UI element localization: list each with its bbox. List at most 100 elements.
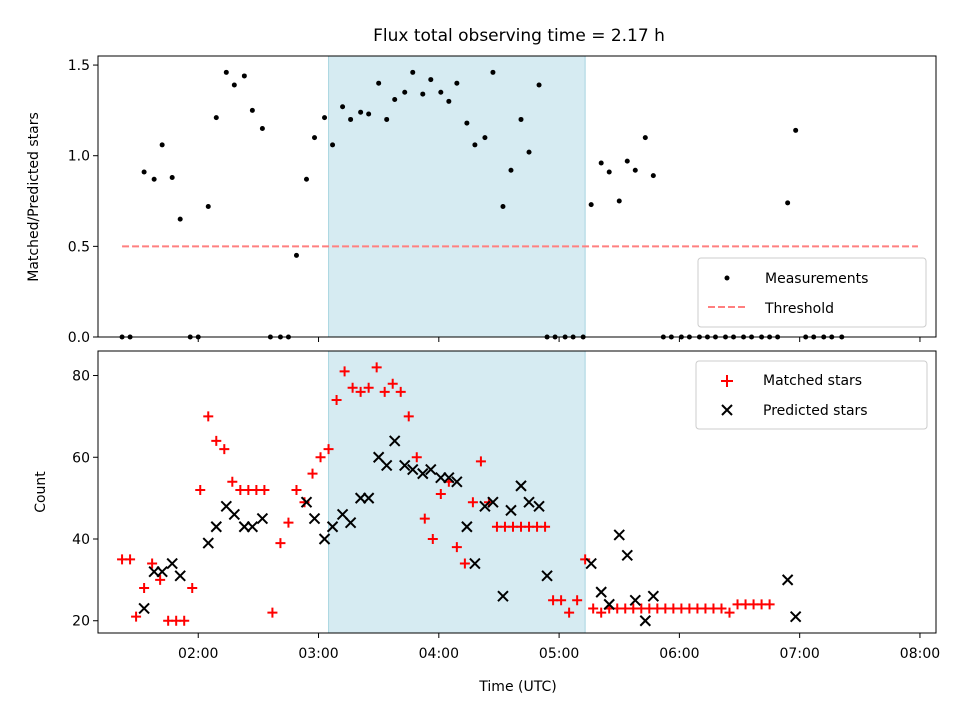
measurements-point: [472, 142, 478, 148]
matched-stars-point: [419, 513, 430, 524]
measurements-point: [446, 98, 452, 104]
measurements-point: [159, 142, 165, 148]
measurements-point: [438, 89, 444, 95]
measurements-point: [428, 77, 434, 83]
matched-stars-point: [307, 468, 318, 479]
predicted-stars-point: [326, 521, 339, 533]
measurements-point: [482, 135, 488, 141]
predicted-stars-point: [451, 476, 463, 488]
measurements-legend-label: Measurements: [765, 271, 868, 287]
matched-stars-point: [540, 521, 551, 532]
predicted-stars-point: [210, 521, 222, 533]
predicted-stars-point: [629, 594, 641, 607]
matched-stars-point: [363, 382, 374, 393]
matched-stars-point: [459, 558, 470, 569]
matched-stars-point: [411, 452, 422, 463]
matched-stars-point: [139, 583, 150, 594]
matched-stars-point: [347, 382, 358, 393]
matched-stars-point: [556, 595, 567, 606]
matched-stars-point: [451, 542, 462, 553]
measurements-point: [259, 126, 265, 132]
y-tick-label: 20: [72, 614, 90, 630]
matched-stars-point: [596, 607, 607, 618]
measurements-point: [616, 198, 622, 204]
threshold-legend-label: Threshold: [764, 301, 834, 317]
measurements-point: [249, 107, 255, 113]
measurements-point: [358, 109, 364, 115]
predicted-stars-point: [256, 512, 269, 525]
predicted-stars-point: [246, 521, 259, 533]
x-tick-label: 03:00: [298, 646, 338, 662]
ratio-y-axis-label: Matched/Predicted stars: [26, 112, 42, 282]
matched-stars-point: [403, 411, 414, 422]
measurements-point: [420, 91, 426, 97]
predicted-stars-point: [487, 496, 499, 508]
ratio-panel: 0.0 0.5 1.0 1.5 Matched/Predicted stars Mea…: [26, 55, 937, 346]
predicted-stars-point: [300, 496, 313, 508]
observing-window-shade: [328, 350, 586, 634]
measurements-point: [303, 176, 309, 182]
matched-stars-point: [331, 395, 342, 406]
predicted-stars-point: [202, 537, 214, 549]
matched-stars-point: [155, 574, 166, 585]
x-tick-label: 06:00: [659, 646, 699, 662]
matched-stars-point: [716, 603, 727, 614]
predicted-stars-point: [585, 557, 597, 570]
measurements-point: [518, 116, 524, 122]
measurements-point: [322, 115, 328, 121]
measurements-point: [330, 142, 336, 148]
y-tick-label: 1.0: [68, 149, 90, 165]
measurements-point: [231, 82, 237, 88]
measurements-point: [785, 200, 791, 206]
count-panel: 20 40 60 80 02:00 03:00 04:00 05:00 06:00 07:00 0…: [33, 350, 940, 695]
predicted-stars-point: [497, 590, 509, 602]
matched-stars-point: [323, 444, 334, 455]
matched-stars-point: [371, 362, 382, 373]
matched-stars-point: [315, 452, 326, 463]
measurements-point: [402, 89, 408, 95]
count-legend: Matched stars Predicted stars: [695, 360, 928, 430]
matched-stars-point: [764, 599, 775, 610]
matched-stars-point: [187, 583, 198, 594]
predicted-stars-point: [461, 521, 473, 533]
predicted-stars-point: [425, 463, 437, 476]
matched-stars-point: [475, 456, 486, 467]
predicted-stars-point: [318, 533, 331, 545]
matched-stars-point: [564, 607, 575, 618]
y-tick-label: 60: [72, 450, 90, 466]
observing-window-shade: [328, 55, 586, 338]
predicted-stars-point: [479, 500, 491, 513]
chart-title: Flux total observing time = 2.17 h: [373, 26, 665, 46]
matched-stars-point: [435, 489, 446, 500]
matched-stars-point: [211, 435, 222, 446]
predicted-stars-point: [613, 529, 625, 541]
predicted-stars-point: [533, 500, 545, 513]
measurements-legend-marker: [724, 275, 730, 281]
predicted-stars-point: [603, 598, 615, 611]
predicted-stars-point: [639, 615, 652, 627]
matched-stars-point: [379, 386, 390, 397]
predicted-stars-point: [407, 463, 419, 476]
predicted-stars-point: [595, 586, 607, 598]
measurements-point: [340, 104, 346, 110]
matched-stars-point: [219, 444, 230, 455]
measurements-point: [312, 135, 318, 141]
matched-stars-point: [125, 554, 136, 565]
predicted-stars-legend-label: Predicted stars: [763, 403, 868, 419]
measurements-point: [169, 174, 175, 180]
matched-stars-legend-marker: [721, 375, 733, 387]
matched-stars-point: [283, 517, 294, 528]
measurements-point: [410, 69, 416, 75]
matched-stars-point: [259, 484, 270, 495]
predicted-stars-point: [228, 508, 241, 521]
matched-stars-point: [395, 386, 406, 397]
matched-stars-point: [291, 484, 302, 495]
x-tick-label: 07:00: [779, 646, 819, 662]
matched-stars-point: [275, 538, 286, 549]
predicted-stars-point: [166, 557, 178, 570]
predicted-stars-point: [417, 467, 429, 480]
matched-stars-point: [467, 497, 478, 508]
y-tick-label: 0.5: [68, 239, 90, 255]
measurements-point: [536, 82, 542, 88]
